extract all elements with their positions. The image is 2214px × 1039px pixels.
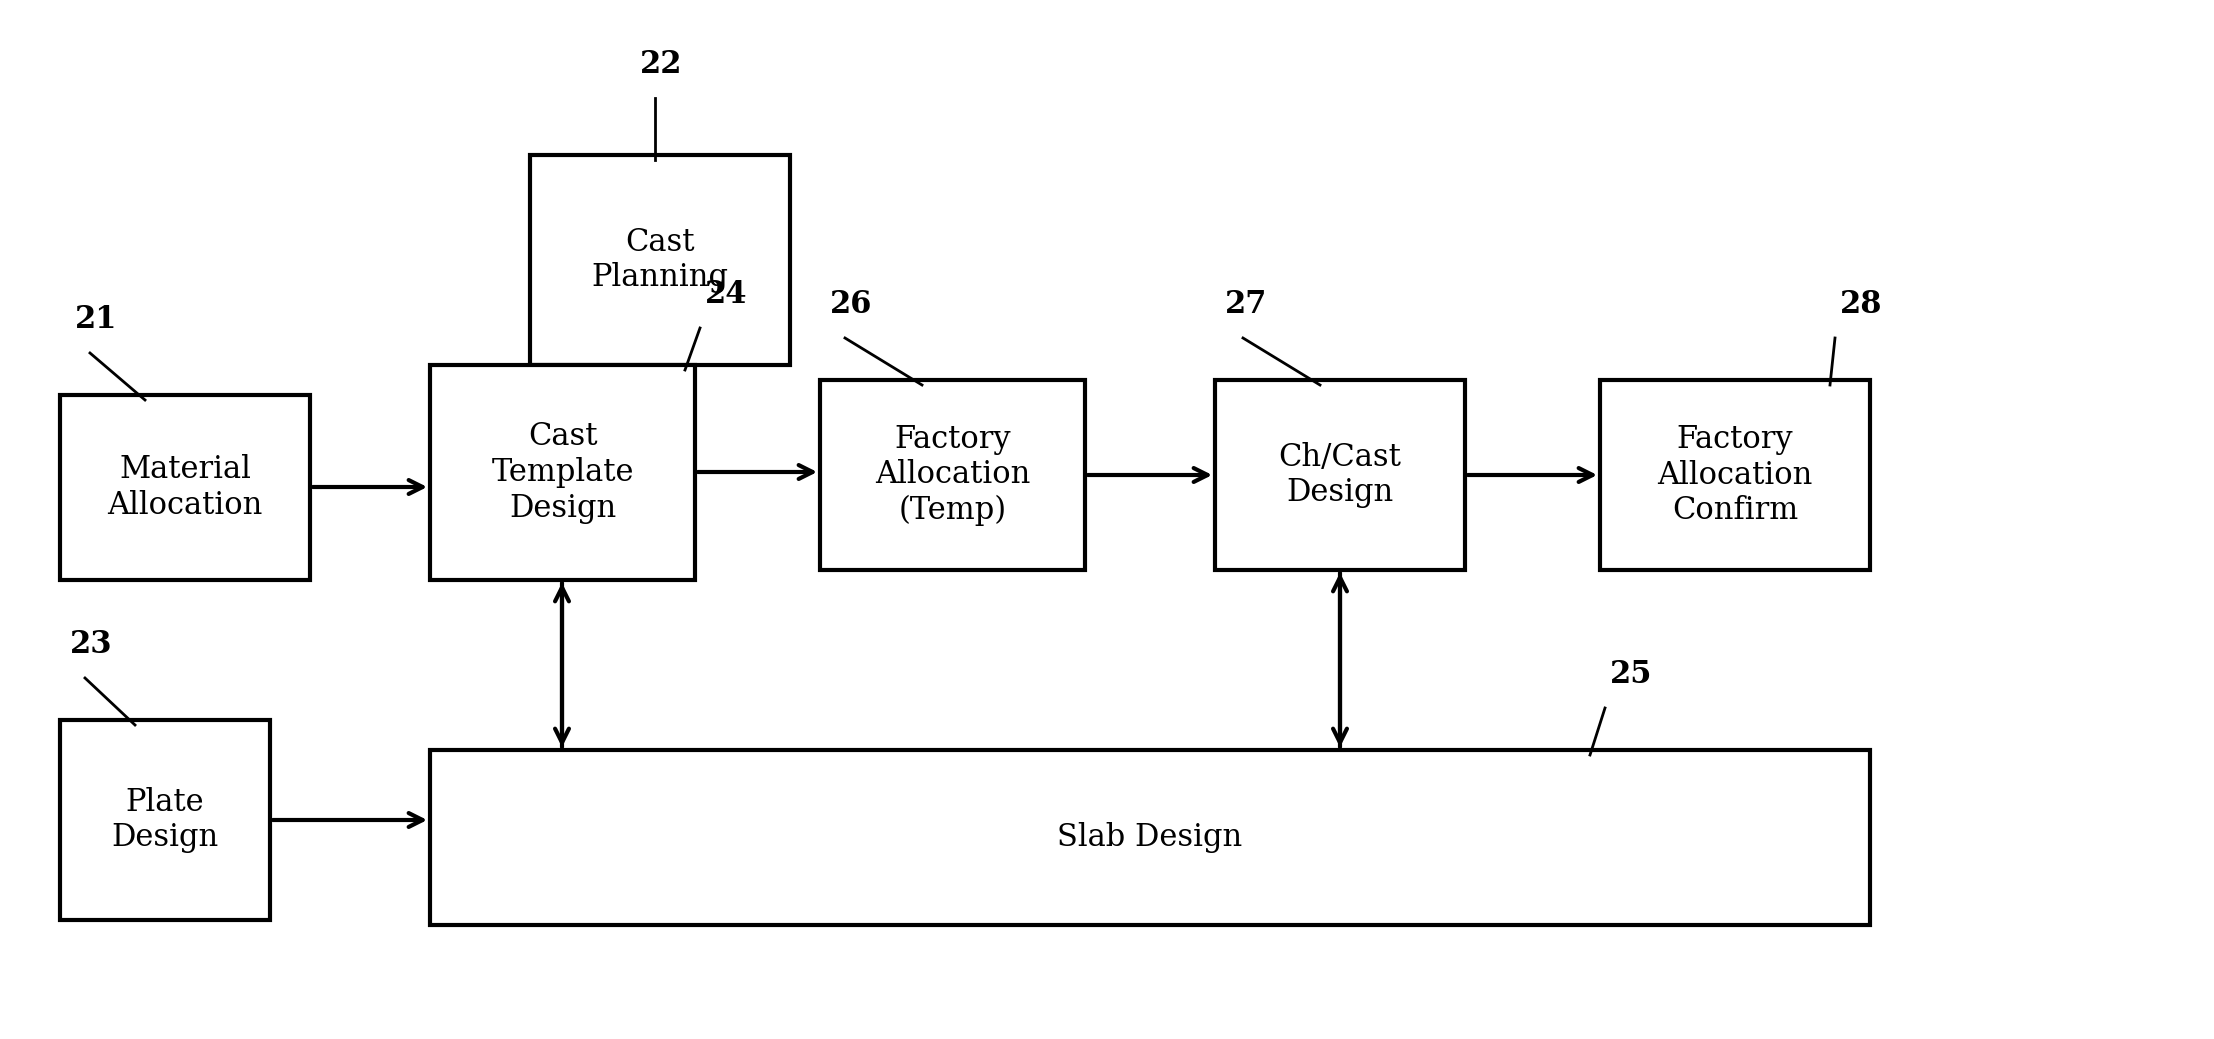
- Text: Slab Design: Slab Design: [1058, 822, 1242, 853]
- Text: 23: 23: [71, 629, 113, 660]
- Bar: [60, 395, 310, 580]
- Text: Plate
Design: Plate Design: [111, 787, 219, 853]
- Bar: [60, 720, 270, 920]
- Text: 24: 24: [704, 279, 748, 310]
- Bar: [430, 750, 1871, 925]
- Text: 27: 27: [1224, 289, 1266, 320]
- Bar: [819, 380, 1085, 570]
- Text: 25: 25: [1610, 659, 1652, 690]
- Text: Ch/Cast
Design: Ch/Cast Design: [1277, 442, 1401, 508]
- Bar: [430, 365, 695, 580]
- Bar: [1215, 380, 1466, 570]
- Text: Factory
Allocation
Confirm: Factory Allocation Confirm: [1658, 424, 1813, 527]
- Bar: [1601, 380, 1871, 570]
- Text: Factory
Allocation
(Temp): Factory Allocation (Temp): [875, 424, 1030, 527]
- Text: 21: 21: [75, 304, 117, 335]
- Text: 28: 28: [1840, 289, 1882, 320]
- Text: Material
Allocation: Material Allocation: [106, 454, 263, 521]
- Text: Cast
Planning: Cast Planning: [591, 227, 728, 293]
- Text: 22: 22: [640, 49, 682, 80]
- Text: Cast
Template
Design: Cast Template Design: [492, 421, 633, 524]
- Text: 26: 26: [830, 289, 872, 320]
- Bar: [529, 155, 790, 365]
